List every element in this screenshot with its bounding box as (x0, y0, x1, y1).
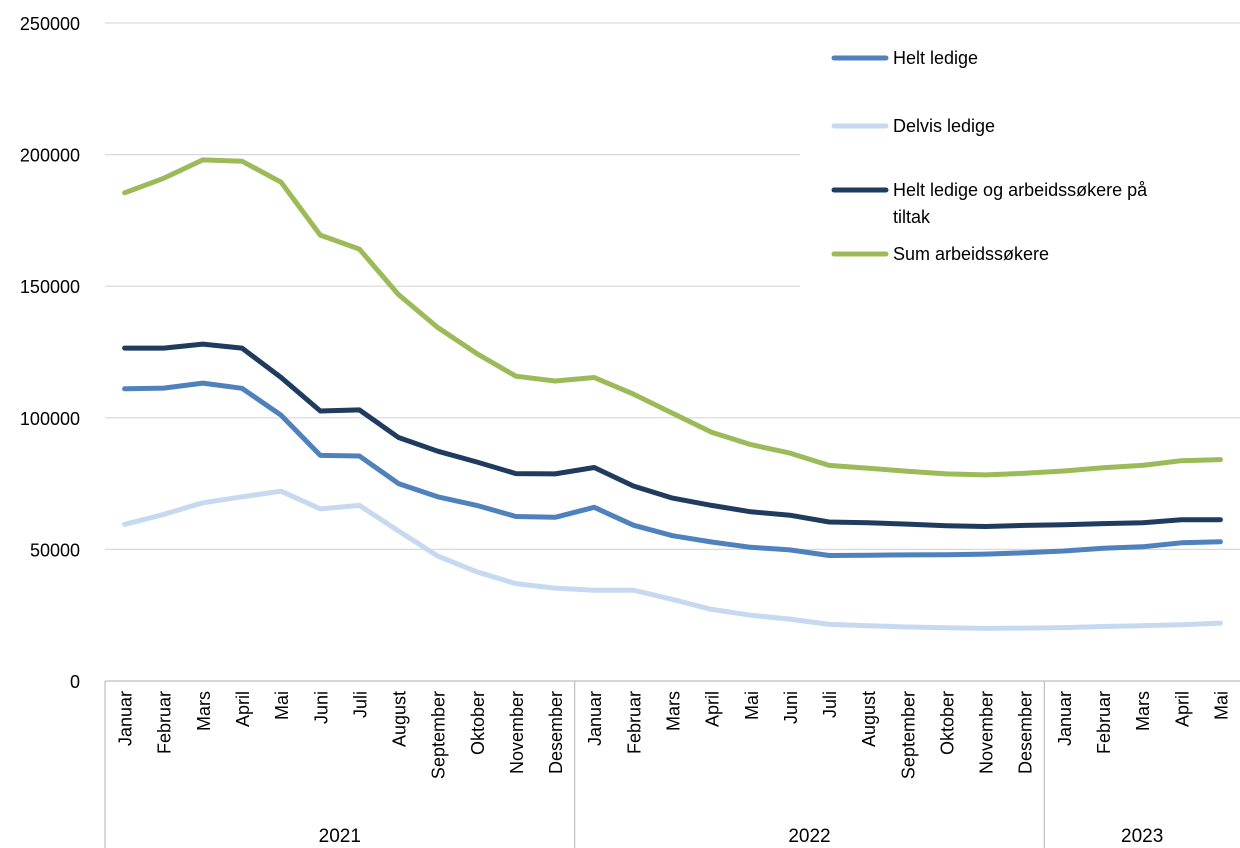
y-tick-label: 100000 (20, 409, 80, 429)
x-tick-label: Juli (820, 691, 840, 718)
x-tick-label: Oktober (937, 691, 957, 755)
x-axis (104, 680, 1240, 848)
series-line-delvis-ledige (122, 488, 1223, 631)
x-tick-label: Mai (742, 691, 762, 720)
x-tick-label: April (1172, 691, 1192, 727)
y-axis: 0 50000 100000 150000 200000 250000 (20, 14, 80, 692)
x-tick-label: Februar (1094, 691, 1114, 754)
x-tick-label: Januar (1055, 691, 1075, 746)
x-tick-label: Mars (664, 691, 684, 731)
x-tick-label: Januar (116, 691, 136, 746)
x-tick-label: Februar (155, 691, 175, 754)
x-tick-label: November (507, 691, 527, 774)
y-tick-label: 0 (70, 672, 80, 692)
x-tick-label: Desember (546, 691, 566, 774)
series-lines (122, 157, 1223, 631)
x-tick-label: Oktober (468, 691, 488, 755)
series-line-helt-ledige (122, 380, 1223, 558)
legend-label: Sum arbeidssøkere (893, 244, 1049, 264)
legend-box (800, 30, 1240, 288)
x-tick-label: Mai (1211, 691, 1231, 720)
x-tick-label: April (233, 691, 253, 727)
x-tick-label: August (390, 691, 410, 747)
x-tick-label: September (429, 691, 449, 779)
x-axis-year-labels: 2021 2022 2023 (319, 826, 1164, 847)
legend: Helt ledige Delvis ledige Helt ledige og a… (800, 30, 1240, 288)
year-label: 2021 (319, 826, 361, 847)
x-tick-label: Mars (194, 691, 214, 731)
y-tick-label: 200000 (20, 146, 80, 166)
year-label: 2023 (1121, 826, 1163, 847)
y-tick-label: 150000 (20, 277, 80, 297)
x-tick-label: Januar (585, 691, 605, 746)
x-tick-label: Juni (311, 691, 331, 724)
x-tick-label: September (898, 691, 918, 779)
year-label: 2022 (788, 826, 830, 847)
legend-label: Helt ledige og arbeidssøkere på tiltak (893, 180, 1148, 227)
legend-label: Delvis ledige (893, 116, 995, 136)
x-tick-label: Februar (624, 691, 644, 754)
x-tick-label: Mai (272, 691, 292, 720)
x-tick-label: November (977, 691, 997, 774)
series-line-sum-arbeidss-kere (122, 157, 1223, 478)
x-axis-month-labels: Januar Februar Mars April Mai Juni Juli August S… (116, 691, 1232, 779)
x-tick-label: Desember (1016, 691, 1036, 774)
x-tick-label: August (859, 691, 879, 747)
x-tick-label: Juni (781, 691, 801, 724)
y-tick-label: 50000 (30, 540, 80, 560)
x-tick-label: April (703, 691, 723, 727)
series-line-helt-ledige-og-arbeidss-kere-p-tiltak (122, 341, 1223, 529)
x-tick-label: Juli (350, 691, 370, 718)
y-tick-label: 250000 (20, 14, 80, 34)
legend-label: Helt ledige (893, 48, 978, 68)
x-tick-label: Mars (1133, 691, 1153, 731)
